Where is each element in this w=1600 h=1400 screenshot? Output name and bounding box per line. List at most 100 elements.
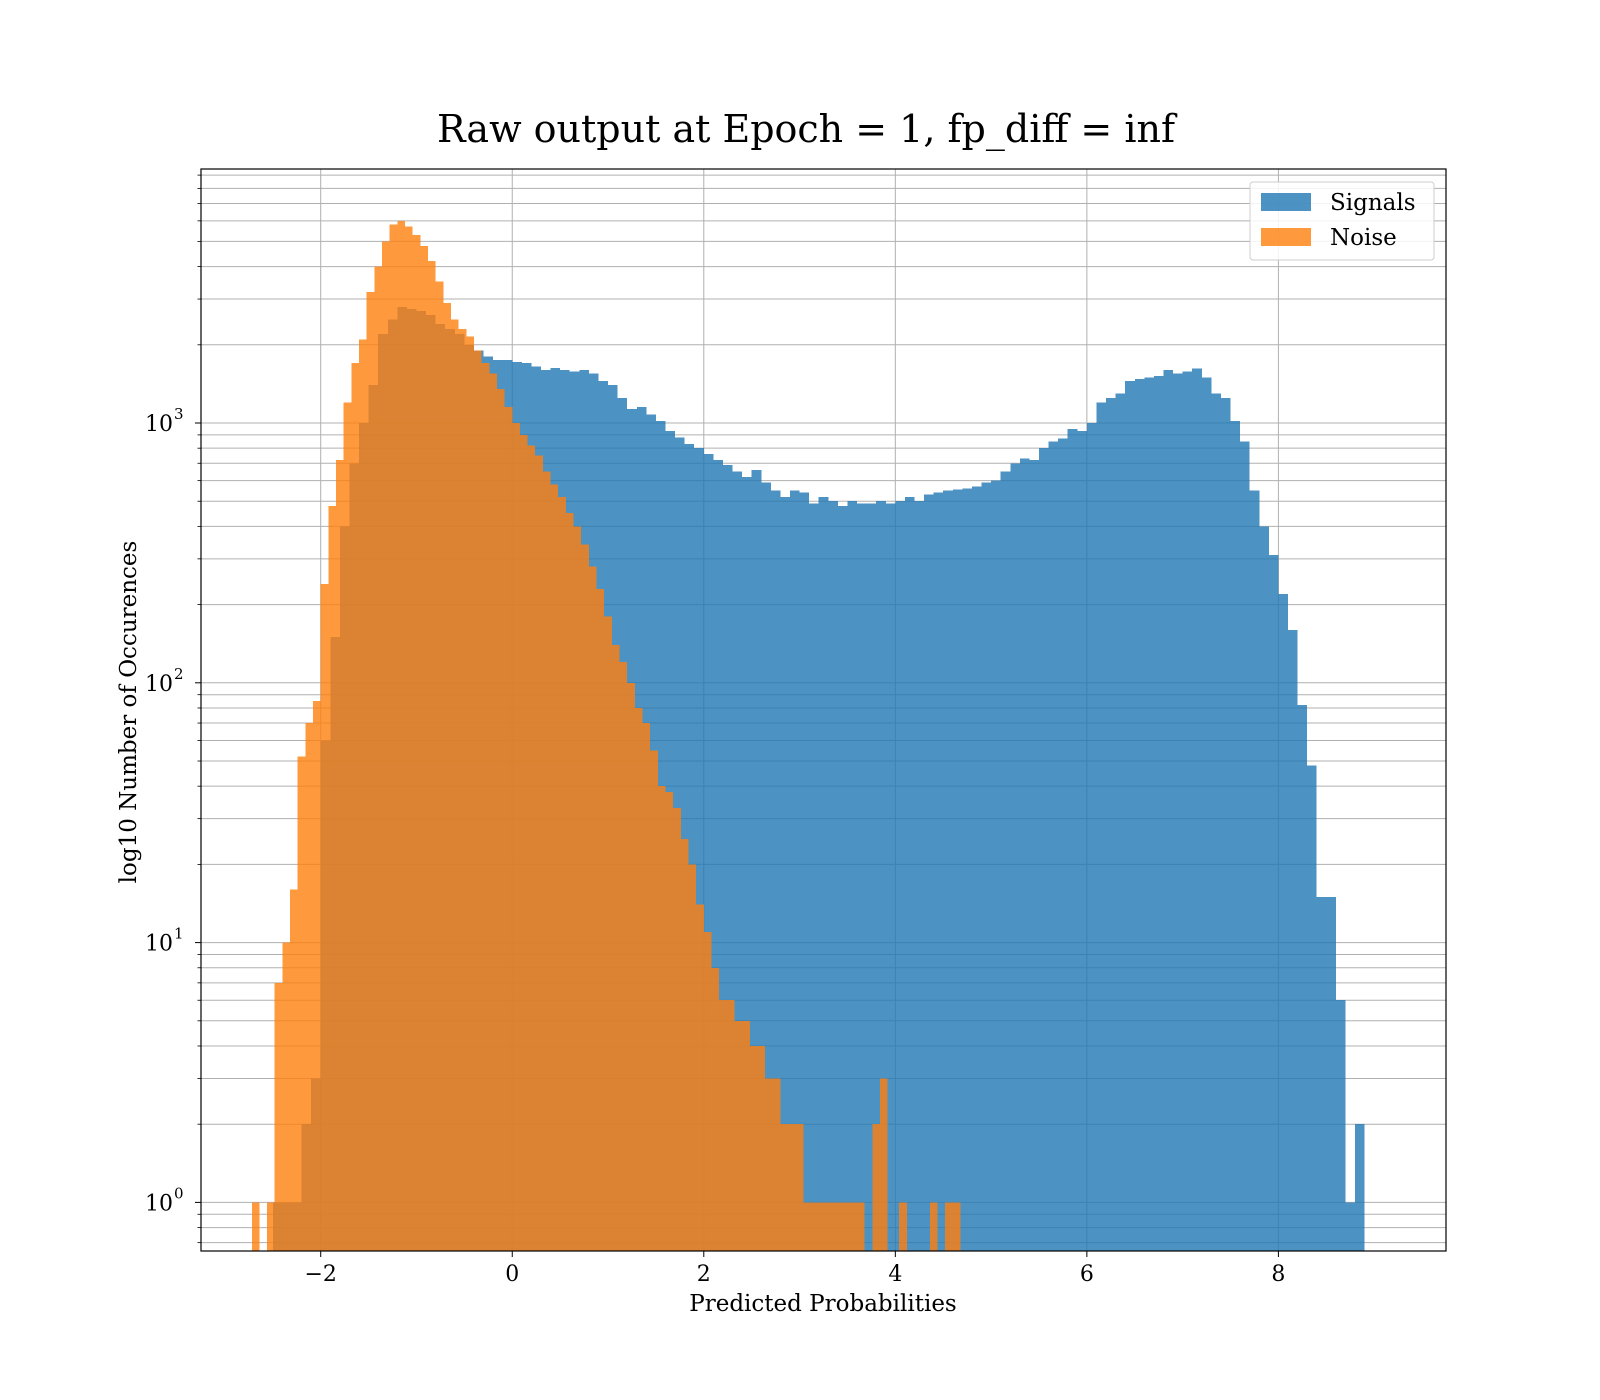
bar-signals bbox=[885, 503, 896, 1252]
bar-signals bbox=[761, 482, 771, 1251]
y-tick-exponent: 1 bbox=[174, 925, 184, 943]
bar-signals bbox=[1287, 629, 1298, 1251]
bar-signals bbox=[742, 476, 752, 1251]
bar-noise bbox=[657, 786, 666, 1251]
bar-noise bbox=[696, 904, 704, 1251]
bar-signals bbox=[847, 501, 858, 1252]
bar-signals bbox=[1307, 765, 1317, 1251]
bar-signals bbox=[1201, 377, 1212, 1251]
y-tick-label: 10 bbox=[145, 1191, 173, 1216]
bar-noise bbox=[496, 389, 505, 1251]
bar-noise bbox=[443, 302, 451, 1251]
bar-signals bbox=[703, 453, 714, 1252]
histogram-bars bbox=[251, 220, 1365, 1252]
legend-label-noise: Noise bbox=[1330, 225, 1397, 251]
bar-noise bbox=[588, 566, 597, 1251]
bar-noise bbox=[872, 1124, 881, 1251]
bar-noise bbox=[573, 526, 582, 1251]
bar-noise bbox=[504, 407, 513, 1252]
bar-signals bbox=[780, 496, 790, 1251]
bar-noise bbox=[596, 588, 605, 1251]
bar-signals bbox=[1268, 555, 1279, 1251]
bar-noise bbox=[343, 402, 352, 1251]
bar-signals bbox=[1220, 397, 1231, 1251]
bar-signals bbox=[1115, 393, 1126, 1251]
x-tick-label: 6 bbox=[1080, 1262, 1094, 1287]
bar-signals bbox=[1086, 423, 1097, 1251]
chart-legend: Signals Noise bbox=[1249, 181, 1435, 261]
y-axis-label: log10 Number of Occurences bbox=[116, 541, 142, 884]
bar-noise bbox=[558, 496, 566, 1251]
x-tick-label: −2 bbox=[304, 1262, 336, 1287]
bar-signals bbox=[1163, 369, 1174, 1251]
bar-noise bbox=[726, 1000, 735, 1251]
bar-signals bbox=[1029, 460, 1039, 1251]
bar-noise bbox=[382, 241, 390, 1251]
bar-signals bbox=[684, 444, 695, 1251]
bar-noise bbox=[290, 889, 298, 1251]
bar-noise bbox=[611, 644, 620, 1251]
bar-signals bbox=[1058, 438, 1068, 1251]
bar-signals bbox=[991, 480, 1001, 1251]
bar-signals bbox=[1077, 431, 1087, 1252]
bar-noise bbox=[765, 1078, 773, 1251]
x-tick-label: 0 bbox=[505, 1262, 519, 1287]
bar-noise bbox=[550, 484, 559, 1251]
bar-noise bbox=[734, 1020, 743, 1251]
bar-signals bbox=[1230, 420, 1241, 1251]
bar-noise bbox=[450, 319, 459, 1251]
bar-noise bbox=[320, 584, 329, 1251]
bar-signals bbox=[1355, 1124, 1365, 1251]
bar-noise bbox=[274, 982, 283, 1251]
bar-signals bbox=[1048, 441, 1059, 1251]
bar-noise bbox=[397, 220, 405, 1252]
bar-noise bbox=[650, 750, 658, 1251]
y-tick-exponent: 3 bbox=[174, 405, 184, 423]
bar-noise bbox=[604, 616, 612, 1251]
bar-signals bbox=[1067, 428, 1078, 1251]
chart-title: Raw output at Epoch = 1, fp_diff = inf bbox=[437, 107, 1178, 152]
bar-signals bbox=[1278, 593, 1288, 1251]
bar-noise bbox=[313, 701, 321, 1251]
bar-noise bbox=[351, 363, 360, 1251]
bar-signals bbox=[1125, 381, 1135, 1252]
legend-swatch-signals bbox=[1261, 193, 1311, 211]
bar-noise bbox=[458, 329, 467, 1251]
bar-signals bbox=[876, 501, 886, 1252]
bar-signals bbox=[943, 490, 953, 1251]
bar-noise bbox=[512, 423, 520, 1251]
bar-noise bbox=[849, 1202, 858, 1251]
y-tick-label: 10 bbox=[145, 672, 173, 697]
bar-signals bbox=[1345, 1202, 1356, 1251]
bar-noise bbox=[749, 1045, 758, 1251]
x-tick-label: 8 bbox=[1271, 1262, 1285, 1287]
bar-signals bbox=[1144, 377, 1154, 1251]
bar-noise bbox=[619, 662, 628, 1251]
bar-signals bbox=[971, 486, 982, 1251]
bar-noise bbox=[680, 839, 689, 1251]
bar-noise bbox=[627, 682, 635, 1251]
bar-signals bbox=[1000, 471, 1011, 1251]
bar-signals bbox=[1259, 526, 1269, 1251]
bar-signals bbox=[952, 489, 963, 1251]
bar-signals bbox=[1297, 705, 1308, 1251]
y-tick-exponent: 2 bbox=[174, 665, 184, 683]
bar-signals bbox=[962, 488, 972, 1252]
bar-noise bbox=[581, 544, 589, 1251]
bar-noise bbox=[489, 373, 497, 1252]
bar-noise bbox=[389, 224, 398, 1251]
bar-signals bbox=[694, 448, 704, 1251]
plot-frame bbox=[200, 168, 1447, 1252]
bar-noise bbox=[267, 1202, 275, 1251]
bar-noise bbox=[481, 363, 490, 1251]
bar-noise bbox=[404, 226, 413, 1251]
bar-signals bbox=[837, 505, 848, 1251]
bar-noise bbox=[412, 234, 421, 1251]
bar-noise bbox=[366, 291, 375, 1252]
bar-noise bbox=[251, 1202, 260, 1251]
bar-signals bbox=[818, 496, 829, 1251]
bar-noise bbox=[952, 1202, 961, 1251]
bar-signals bbox=[809, 503, 819, 1252]
